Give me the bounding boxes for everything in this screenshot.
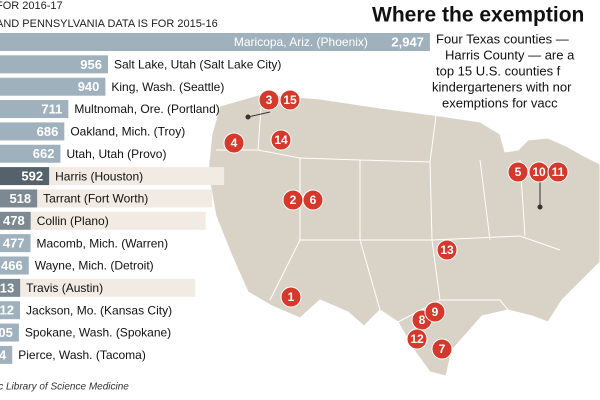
- category-label: Wayne, Mich. (Detroit): [35, 259, 154, 273]
- category-label: Multnomah, Ore. (Portland): [74, 102, 219, 116]
- marker-label: 1: [288, 290, 295, 304]
- category-label: Spokane, Wash. (Spokane): [25, 326, 171, 340]
- note: AND PENNSYLVANIA DATA IS FOR 2015-16: [0, 18, 218, 30]
- marker-label: 8: [419, 313, 426, 327]
- value-label: 686: [37, 124, 59, 139]
- value-label: 478: [3, 213, 25, 228]
- marker: [258, 89, 280, 111]
- value-label: 518: [9, 191, 31, 206]
- value-label: 412: [0, 303, 14, 318]
- marker-label: 6: [310, 193, 317, 207]
- marker: [302, 189, 324, 211]
- marker-label: 3: [266, 93, 273, 107]
- description-line: Harris County — are a: [445, 47, 575, 62]
- category-label: Harris (Houston): [55, 169, 143, 183]
- value-label: 413: [0, 280, 14, 295]
- description-line: exemptions for vacc: [442, 95, 558, 110]
- bar: [0, 189, 38, 208]
- marker-label: 4: [231, 136, 238, 150]
- value-label: 956: [80, 57, 102, 72]
- value-label: 940: [78, 79, 100, 94]
- bar: [0, 211, 31, 230]
- category-label: Tarrant (Fort Worth): [43, 192, 148, 206]
- marker-label: 14: [274, 133, 288, 147]
- row-highlight: [20, 278, 196, 297]
- category-label: Oakland, Mich. (Troy): [70, 125, 185, 139]
- value-label: 2,947: [391, 34, 424, 49]
- pointer-dot: [537, 204, 543, 210]
- marker: [406, 328, 428, 350]
- marker-label: 7: [439, 342, 446, 356]
- bar: [0, 345, 13, 364]
- marker: [270, 129, 292, 151]
- category-label: Collin (Plano): [37, 214, 109, 228]
- marker-label: 15: [283, 93, 297, 107]
- category-label: Macomb, Mich. (Warren): [37, 236, 169, 250]
- category-label: Pierce, Wash. (Tacoma): [18, 348, 146, 362]
- marker: [507, 161, 529, 183]
- bar: [0, 301, 21, 320]
- marker: [279, 89, 301, 111]
- category-label: Travis (Austin): [26, 281, 103, 295]
- marker-label: 11: [552, 165, 565, 179]
- bar: [0, 122, 65, 141]
- map-shape: [207, 93, 600, 377]
- marker-label: 10: [532, 165, 546, 179]
- description-line: top 15 U.S. counties f: [436, 63, 561, 78]
- value-label: 364: [0, 347, 7, 362]
- row-highlight: [37, 189, 213, 208]
- marker: [431, 338, 453, 360]
- bar: [0, 33, 430, 51]
- bar: [0, 167, 50, 186]
- description-line: Four Texas counties —: [436, 31, 569, 46]
- marker: [280, 286, 302, 308]
- bar: [0, 77, 106, 96]
- bar: [0, 234, 31, 253]
- marker: [424, 301, 446, 323]
- bar: [0, 323, 19, 342]
- category-label: King, Wash. (Seattle): [111, 80, 224, 94]
- value-label: 662: [33, 146, 55, 161]
- bar: [0, 256, 29, 275]
- row-highlight: [30, 211, 206, 230]
- value-label: 592: [21, 169, 43, 184]
- bar: [0, 278, 21, 297]
- marker-label: 5: [515, 165, 522, 179]
- title: Where the exemption: [372, 4, 584, 27]
- marker-label: 13: [440, 243, 454, 257]
- pointer-line: [247, 111, 271, 118]
- value-label: 477: [3, 236, 25, 251]
- category-label: Jackson, Mo. (Kansas City): [26, 303, 172, 317]
- bar: [0, 55, 108, 74]
- marker: [547, 161, 569, 183]
- marker-label: 9: [432, 305, 439, 319]
- bar: [0, 100, 69, 119]
- value-label: 711: [41, 101, 62, 116]
- category-label: Salt Lake, Utah (Salt Lake City): [114, 58, 281, 72]
- description-line: kindergarteners with nor: [432, 79, 572, 94]
- value-label: 405: [0, 325, 13, 340]
- category-label: Utah, Utah (Provo): [66, 147, 166, 161]
- note: FOR 2016-17: [0, 0, 63, 12]
- marker-label: 12: [410, 332, 424, 346]
- source: ic Library of Science Medicine: [0, 382, 129, 393]
- marker: [436, 239, 458, 261]
- marker: [223, 132, 245, 154]
- value-label: 466: [1, 258, 23, 273]
- us-map: [207, 93, 600, 377]
- row-highlight: [49, 167, 225, 186]
- marker-label: 2: [290, 193, 297, 207]
- bar: [0, 144, 61, 163]
- pointer-dot: [245, 114, 251, 120]
- category-label: Maricopa, Ariz. (Phoenix): [234, 35, 368, 49]
